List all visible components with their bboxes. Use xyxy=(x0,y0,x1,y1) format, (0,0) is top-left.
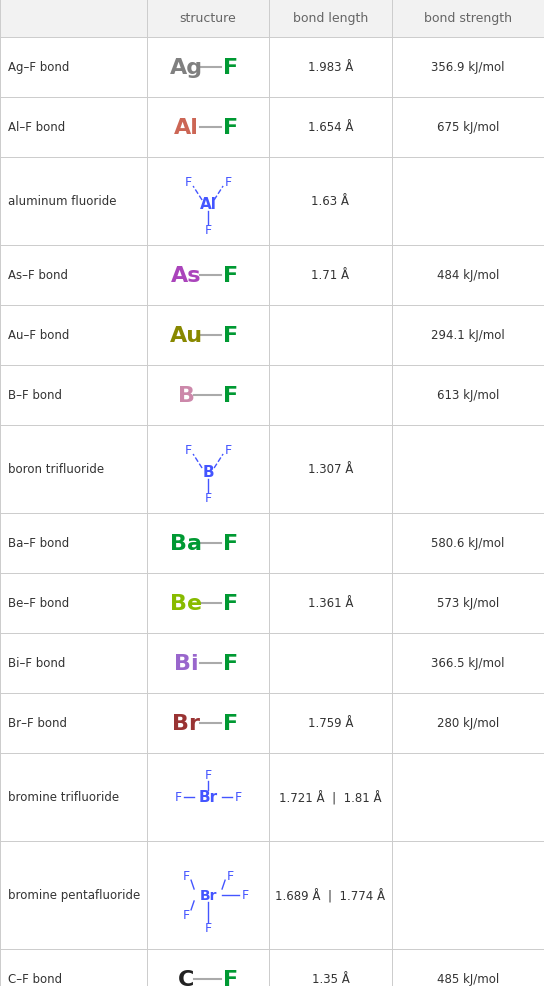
Text: 1.71 Å: 1.71 Å xyxy=(311,269,350,282)
Text: 484 kJ/mol: 484 kJ/mol xyxy=(437,269,499,282)
Text: F: F xyxy=(225,444,232,458)
Text: 1.759 Å: 1.759 Å xyxy=(308,717,353,730)
Text: Be–F bond: Be–F bond xyxy=(8,597,69,610)
Text: B–F bond: B–F bond xyxy=(8,389,62,402)
Text: Au: Au xyxy=(170,325,203,346)
Text: Al–F bond: Al–F bond xyxy=(8,121,65,134)
Text: Br–F bond: Br–F bond xyxy=(8,717,67,730)
Text: bond length: bond length xyxy=(293,13,368,26)
Text: Ag–F bond: Ag–F bond xyxy=(8,61,70,74)
Text: F: F xyxy=(205,224,212,238)
Text: aluminum fluoride: aluminum fluoride xyxy=(8,195,116,208)
Text: B: B xyxy=(177,386,195,405)
Text: F: F xyxy=(234,791,242,804)
Text: bromine pentafluoride: bromine pentafluoride xyxy=(8,888,140,901)
Text: Br: Br xyxy=(199,790,218,805)
Text: F: F xyxy=(222,386,238,405)
Text: B: B xyxy=(202,465,214,480)
Text: F: F xyxy=(222,325,238,346)
Text: 1.654 Å: 1.654 Å xyxy=(308,121,353,134)
Text: F: F xyxy=(226,869,233,881)
Text: 280 kJ/mol: 280 kJ/mol xyxy=(437,717,499,730)
Text: Ag: Ag xyxy=(170,58,203,78)
Text: As: As xyxy=(171,266,201,286)
Text: 294.1 kJ/mol: 294.1 kJ/mol xyxy=(431,329,505,342)
Text: F: F xyxy=(222,654,238,673)
Text: 366.5 kJ/mol: 366.5 kJ/mol xyxy=(431,657,505,669)
Text: Bi: Bi xyxy=(174,654,199,673)
Text: Al: Al xyxy=(200,197,217,212)
Text: 1.983 Å: 1.983 Å xyxy=(308,61,353,74)
Text: F: F xyxy=(175,791,182,804)
Text: 1.307 Å: 1.307 Å xyxy=(308,463,353,476)
Text: F: F xyxy=(183,908,190,921)
Text: F: F xyxy=(222,533,238,553)
Text: F: F xyxy=(184,176,191,189)
Text: 1.721 Å  |  1.81 Å: 1.721 Å | 1.81 Å xyxy=(279,790,382,805)
Text: 356.9 kJ/mol: 356.9 kJ/mol xyxy=(431,61,505,74)
Text: F: F xyxy=(205,492,212,505)
Text: C: C xyxy=(178,969,194,986)
Text: F: F xyxy=(205,922,212,935)
Text: structure: structure xyxy=(180,13,237,26)
Text: 1.689 Å  |  1.774 Å: 1.689 Å | 1.774 Å xyxy=(275,887,386,902)
Text: Br: Br xyxy=(199,888,217,902)
Text: F: F xyxy=(242,888,249,901)
Text: F: F xyxy=(222,58,238,78)
Text: F: F xyxy=(222,118,238,138)
Text: 580.6 kJ/mol: 580.6 kJ/mol xyxy=(431,537,504,550)
Bar xyxy=(0,0,544,38)
Text: Be: Be xyxy=(170,594,202,613)
Text: 613 kJ/mol: 613 kJ/mol xyxy=(437,389,499,402)
Text: F: F xyxy=(222,969,238,986)
Text: 675 kJ/mol: 675 kJ/mol xyxy=(437,121,499,134)
Text: 1.63 Å: 1.63 Å xyxy=(312,195,349,208)
Text: F: F xyxy=(222,713,238,734)
Text: F: F xyxy=(222,266,238,286)
Text: F: F xyxy=(183,869,190,881)
Text: F: F xyxy=(222,594,238,613)
Text: 1.35 Å: 1.35 Å xyxy=(312,972,349,985)
Text: F: F xyxy=(225,176,232,189)
Text: As–F bond: As–F bond xyxy=(8,269,68,282)
Text: Bi–F bond: Bi–F bond xyxy=(8,657,65,669)
Text: Ba–F bond: Ba–F bond xyxy=(8,537,69,550)
Text: bond strength: bond strength xyxy=(424,13,512,26)
Text: 485 kJ/mol: 485 kJ/mol xyxy=(437,972,499,985)
Text: bromine trifluoride: bromine trifluoride xyxy=(8,791,119,804)
Text: 1.361 Å: 1.361 Å xyxy=(308,597,353,610)
Text: boron trifluoride: boron trifluoride xyxy=(8,463,104,476)
Text: C–F bond: C–F bond xyxy=(8,972,62,985)
Text: F: F xyxy=(205,769,212,782)
Text: Br: Br xyxy=(172,713,200,734)
Text: F: F xyxy=(184,444,191,458)
Text: Au–F bond: Au–F bond xyxy=(8,329,70,342)
Text: Ba: Ba xyxy=(170,533,202,553)
Text: 573 kJ/mol: 573 kJ/mol xyxy=(437,597,499,610)
Text: Al: Al xyxy=(174,118,199,138)
